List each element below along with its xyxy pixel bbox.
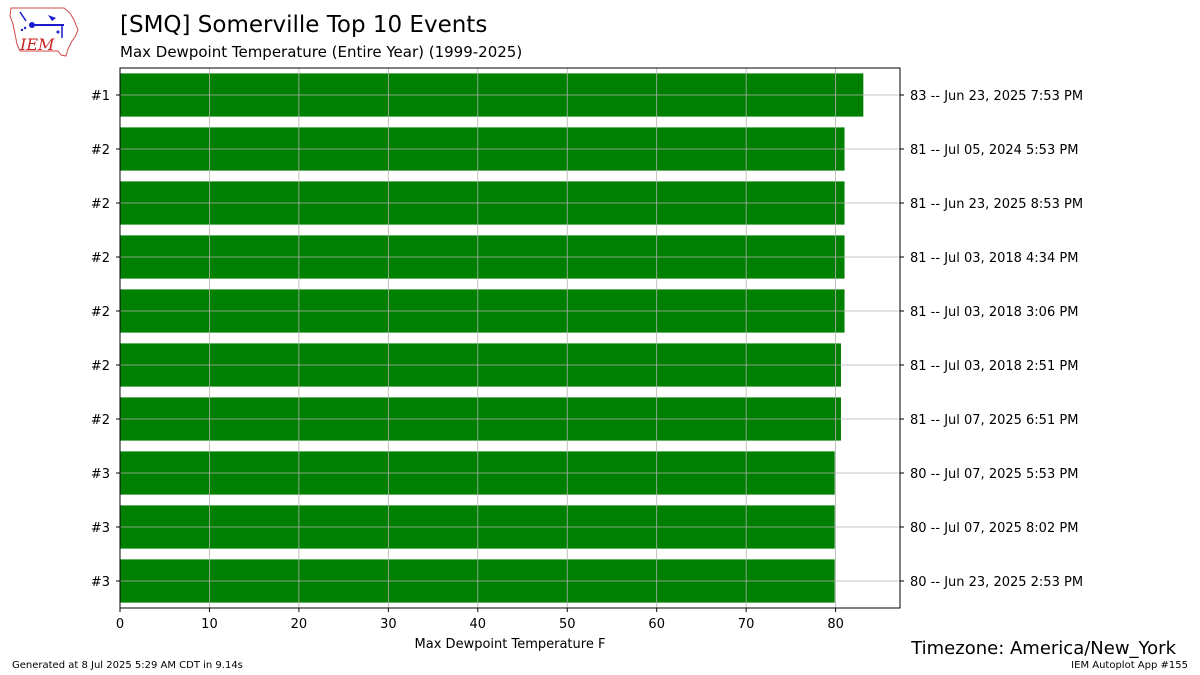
x-tick-label: 40 — [470, 617, 487, 632]
event-label: 80 -- Jul 07, 2025 8:02 PM — [910, 521, 1078, 536]
chart-subtitle: Max Dewpoint Temperature (Entire Year) (… — [120, 43, 523, 61]
x-tick-label: 10 — [201, 617, 218, 632]
rank-label: #3 — [91, 467, 110, 482]
x-tick-label: 80 — [827, 617, 844, 632]
event-label: 83 -- Jun 23, 2025 7:53 PM — [910, 89, 1083, 104]
rank-label: #1 — [91, 89, 110, 104]
rank-label: #2 — [91, 251, 110, 266]
x-tick-label: 20 — [291, 617, 308, 632]
event-label: 80 -- Jun 23, 2025 2:53 PM — [910, 575, 1083, 590]
event-label: 81 -- Jul 03, 2018 2:51 PM — [910, 359, 1078, 374]
rank-label: #2 — [91, 413, 110, 428]
x-tick-label: 0 — [116, 617, 124, 632]
rank-label: #3 — [91, 575, 110, 590]
plot-frame — [119, 67, 901, 609]
x-tick-label: 60 — [648, 617, 665, 632]
chart-title: [SMQ] Somerville Top 10 Events — [120, 12, 488, 38]
generated-note: Generated at 8 Jul 2025 5:29 AM CDT in 9… — [12, 660, 243, 671]
iem-logo-graphic: IEM — [9, 7, 79, 57]
event-label: 81 -- Jul 03, 2018 4:34 PM — [910, 251, 1078, 266]
rank-label: #3 — [91, 521, 110, 536]
x-axis-label: Max Dewpoint Temperature F — [415, 637, 606, 652]
rank-label: #2 — [91, 143, 110, 158]
x-tick-label: 50 — [559, 617, 576, 632]
event-label: 81 -- Jul 03, 2018 3:06 PM — [910, 305, 1078, 320]
rank-label: #2 — [91, 197, 110, 212]
rank-label: #2 — [91, 305, 110, 320]
event-label: 80 -- Jul 07, 2025 5:53 PM — [910, 467, 1078, 482]
x-tick-label: 70 — [738, 617, 755, 632]
iem-logo-text: IEM — [19, 35, 55, 54]
event-label: 81 -- Jun 23, 2025 8:53 PM — [910, 197, 1083, 212]
rank-label: #2 — [91, 359, 110, 374]
event-label: 81 -- Jul 05, 2024 5:53 PM — [910, 143, 1078, 158]
iem-logo: IEM — [8, 6, 82, 64]
x-tick-label: 30 — [380, 617, 397, 632]
timezone-label: Timezone: America/New_York — [911, 638, 1176, 659]
app-credit: IEM Autoplot App #155 — [1071, 660, 1188, 671]
event-label: 81 -- Jul 07, 2025 6:51 PM — [910, 413, 1078, 428]
